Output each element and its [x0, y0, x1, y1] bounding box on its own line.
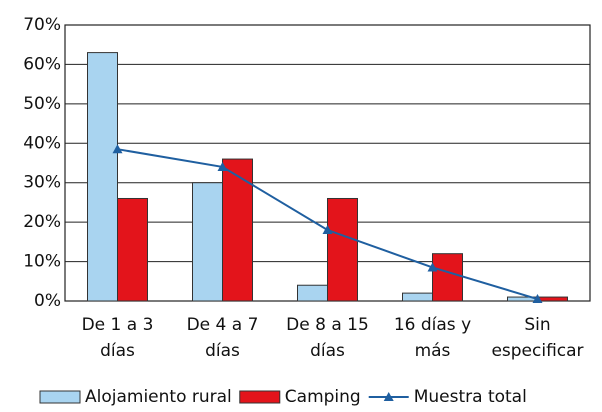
legend-swatch	[39, 390, 81, 404]
bar	[432, 253, 463, 302]
x-tick-label-line: De 4 a 7	[187, 315, 259, 335]
line-marker	[217, 161, 228, 171]
legend-label: Muestra total	[414, 387, 527, 407]
legend-label: Alojamiento rural	[85, 387, 232, 407]
y-tick-label: 70%	[23, 15, 61, 35]
line-marker	[322, 225, 333, 235]
y-tick-label: 0%	[34, 291, 61, 311]
x-tick-label-line: días	[100, 341, 135, 361]
legend-swatch	[239, 390, 281, 404]
x-tick-label: 16 días y más	[394, 315, 471, 361]
y-tick-label: 20%	[23, 212, 61, 232]
x-tick-label-line: De 8 a 15	[286, 315, 369, 335]
line-marker	[532, 294, 543, 304]
legend-label: Camping	[285, 387, 361, 407]
x-tick-label: De 4 a 7 días	[187, 315, 259, 361]
x-tick-label-line: días	[310, 341, 345, 361]
bar	[297, 284, 328, 302]
x-tick-label: Sin especificar	[491, 315, 583, 361]
x-tick-label: De 1 a 3 días	[82, 315, 154, 361]
y-tick-label: 50%	[23, 94, 61, 114]
bar	[327, 197, 358, 302]
y-tick-label: 30%	[23, 173, 61, 193]
x-tick-label-line: días	[205, 341, 240, 361]
line-marker	[112, 144, 123, 154]
line-marker	[427, 262, 438, 272]
bar	[537, 296, 568, 302]
legend-marker	[383, 392, 394, 401]
bar	[402, 292, 433, 302]
x-tick-label-line: Sin	[524, 315, 550, 335]
bar	[117, 197, 148, 302]
y-tick-label: 40%	[23, 133, 61, 153]
x-tick-label-line: De 1 a 3	[82, 315, 154, 335]
y-tick-label: 10%	[23, 252, 61, 272]
x-tick-label-line: 16 días y	[394, 315, 471, 335]
x-tick-label-line: más	[415, 341, 451, 361]
bar	[192, 182, 223, 302]
bar	[87, 52, 118, 302]
x-tick-label-line: especificar	[491, 341, 583, 361]
x-tick-label: De 8 a 15 días	[286, 315, 369, 361]
y-tick-label: 60%	[23, 54, 61, 74]
bar	[222, 158, 253, 302]
